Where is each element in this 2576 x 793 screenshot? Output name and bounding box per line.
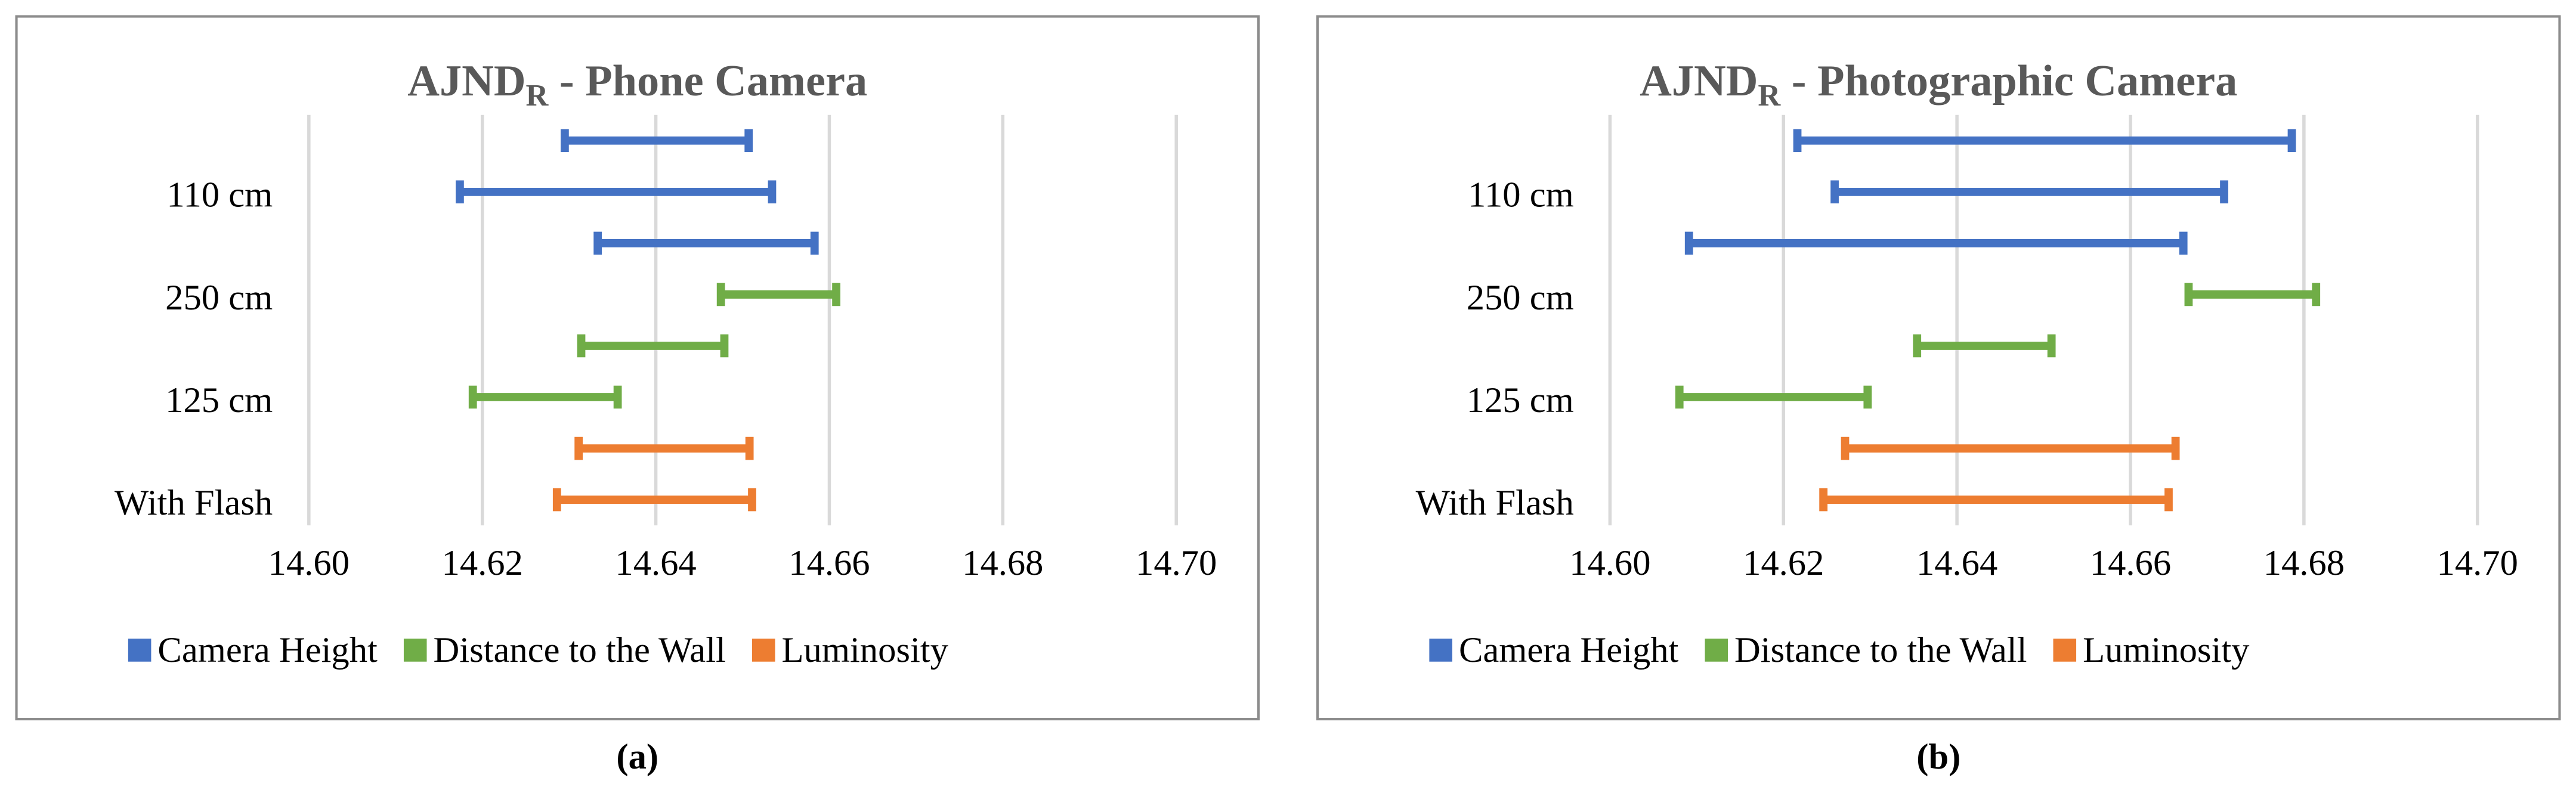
legend-label: Camera Height (157, 630, 378, 670)
title-sub: R (1758, 78, 1781, 113)
y-tick-label: 125 cm (165, 380, 273, 420)
legend-swatch (1705, 639, 1728, 662)
range-bar (2184, 283, 2321, 306)
x-tick-label: 14.70 (1136, 543, 1217, 583)
range-bar (1675, 385, 1872, 409)
x-tick-label: 14.66 (788, 543, 870, 583)
range-bar (1819, 488, 2173, 512)
range-bar (468, 385, 622, 409)
y-tick-label: 110 cm (1468, 175, 1574, 215)
range-bar (1913, 334, 2056, 358)
title-rest: - Photographic Camera (1780, 57, 2237, 106)
x-tick-label: 14.60 (268, 543, 350, 583)
legend-swatch (1429, 639, 1452, 662)
legend-swatch (403, 639, 427, 662)
x-tick-label: 14.60 (1569, 543, 1650, 583)
legend-label: Luminosity (782, 630, 949, 670)
title-main: AJND (1640, 57, 1758, 106)
x-tick-label: 14.66 (2090, 543, 2171, 583)
y-tick-label: 125 cm (1467, 380, 1574, 420)
panel-frame (15, 15, 1260, 721)
panel-frame (1316, 15, 2561, 721)
range-bar (577, 334, 729, 358)
range-bar (716, 283, 840, 306)
x-tick-label: 14.68 (2263, 543, 2345, 583)
legend-label: Camera Height (1459, 630, 1679, 670)
legend-label: Distance to the Wall (434, 630, 726, 670)
range-bar (560, 129, 753, 153)
legend-swatch (2053, 639, 2077, 662)
chart-title: AJNDR - Phone Camera (407, 57, 867, 113)
x-tick-label: 14.70 (2437, 543, 2518, 583)
y-tick-label: 250 cm (165, 278, 273, 318)
range-bar (1841, 436, 2180, 460)
title-main: AJND (407, 57, 525, 106)
chart-title: AJNDR - Photographic Camera (1640, 57, 2237, 113)
x-tick-label: 14.64 (615, 543, 696, 583)
caption: (b) (1916, 737, 1960, 777)
caption: (a) (616, 737, 658, 777)
y-tick-label: With Flash (1416, 483, 1574, 523)
range-bar (552, 488, 756, 512)
range-bar (1830, 180, 2228, 204)
x-tick-label: 14.62 (1743, 543, 1824, 583)
legend-label: Distance to the Wall (1734, 630, 2027, 670)
legend-label: Luminosity (2083, 630, 2250, 670)
legend-swatch (128, 639, 151, 662)
x-tick-label: 14.68 (962, 543, 1043, 583)
y-tick-label: With Flash (115, 483, 273, 523)
range-bar (593, 231, 819, 255)
y-tick-label: 250 cm (1467, 278, 1574, 318)
x-tick-label: 14.62 (442, 543, 523, 583)
range-bar (574, 436, 754, 460)
title-sub: R (526, 78, 549, 113)
title-rest: - Phone Camera (548, 57, 867, 106)
range-bar (456, 180, 777, 204)
x-tick-label: 14.64 (1916, 543, 1997, 583)
y-tick-label: 110 cm (166, 175, 273, 215)
range-bar (1793, 129, 2296, 153)
legend-swatch (752, 639, 775, 662)
range-bar (1684, 231, 2188, 255)
